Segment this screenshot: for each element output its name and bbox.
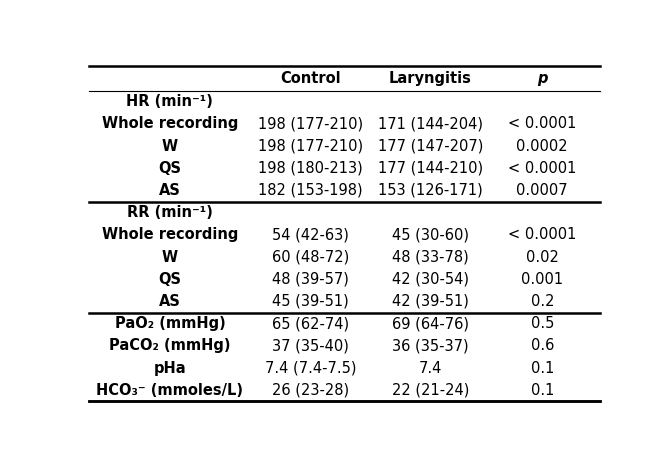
Text: < 0.0001: < 0.0001 — [508, 161, 577, 176]
Text: 37 (35-40): 37 (35-40) — [272, 338, 349, 353]
Text: 198 (177-210): 198 (177-210) — [258, 116, 363, 131]
Text: 0.1: 0.1 — [531, 361, 554, 375]
Text: PaCO₂ (mmHg): PaCO₂ (mmHg) — [109, 338, 230, 353]
Text: 69 (64-76): 69 (64-76) — [392, 316, 469, 331]
Text: 177 (144-210): 177 (144-210) — [378, 161, 483, 176]
Text: 177 (147-207): 177 (147-207) — [378, 138, 483, 154]
Text: 42 (30-54): 42 (30-54) — [392, 272, 469, 287]
Text: Whole recording: Whole recording — [101, 227, 238, 243]
Text: 198 (180-213): 198 (180-213) — [258, 161, 363, 176]
Text: 0.02: 0.02 — [526, 250, 558, 264]
Text: 198 (177-210): 198 (177-210) — [258, 138, 363, 154]
Text: 26 (23-28): 26 (23-28) — [272, 383, 349, 398]
Text: 0.001: 0.001 — [521, 272, 563, 287]
Text: AS: AS — [159, 294, 181, 309]
Text: W: W — [162, 138, 178, 154]
Text: RR (min⁻¹): RR (min⁻¹) — [127, 205, 213, 220]
Text: 45 (39-51): 45 (39-51) — [272, 294, 349, 309]
Text: 182 (153-198): 182 (153-198) — [258, 183, 363, 198]
Text: 42 (39-51): 42 (39-51) — [392, 294, 469, 309]
Text: 65 (62-74): 65 (62-74) — [272, 316, 349, 331]
Text: 171 (144-204): 171 (144-204) — [378, 116, 482, 131]
Text: p: p — [537, 71, 548, 86]
Text: 0.2: 0.2 — [531, 294, 554, 309]
Text: Laryngitis: Laryngitis — [389, 71, 472, 86]
Text: HR (min⁻¹): HR (min⁻¹) — [126, 94, 214, 109]
Text: 22 (21-24): 22 (21-24) — [392, 383, 469, 398]
Text: 54 (42-63): 54 (42-63) — [272, 227, 349, 243]
Text: QS: QS — [159, 272, 181, 287]
Text: HCO₃⁻ (mmoles/L): HCO₃⁻ (mmoles/L) — [97, 383, 243, 398]
Text: 48 (39-57): 48 (39-57) — [272, 272, 349, 287]
Text: 7.4: 7.4 — [419, 361, 442, 375]
Text: 7.4 (7.4-7.5): 7.4 (7.4-7.5) — [265, 361, 356, 375]
Text: W: W — [162, 250, 178, 264]
Text: AS: AS — [159, 183, 181, 198]
Text: 0.0007: 0.0007 — [517, 183, 568, 198]
Text: 0.1: 0.1 — [531, 383, 554, 398]
Text: 60 (48-72): 60 (48-72) — [272, 250, 349, 264]
Text: < 0.0001: < 0.0001 — [508, 227, 577, 243]
Text: PaO₂ (mmHg): PaO₂ (mmHg) — [114, 316, 225, 331]
Text: pHa: pHa — [154, 361, 186, 375]
Text: QS: QS — [159, 161, 181, 176]
Text: Control: Control — [280, 71, 341, 86]
Text: 0.0002: 0.0002 — [517, 138, 568, 154]
Text: < 0.0001: < 0.0001 — [508, 116, 577, 131]
Text: Whole recording: Whole recording — [101, 116, 238, 131]
Text: 48 (33-78): 48 (33-78) — [392, 250, 468, 264]
Text: 153 (126-171): 153 (126-171) — [378, 183, 482, 198]
Text: 0.6: 0.6 — [531, 338, 554, 353]
Text: 45 (30-60): 45 (30-60) — [392, 227, 469, 243]
Text: 0.5: 0.5 — [531, 316, 554, 331]
Text: 36 (35-37): 36 (35-37) — [392, 338, 468, 353]
